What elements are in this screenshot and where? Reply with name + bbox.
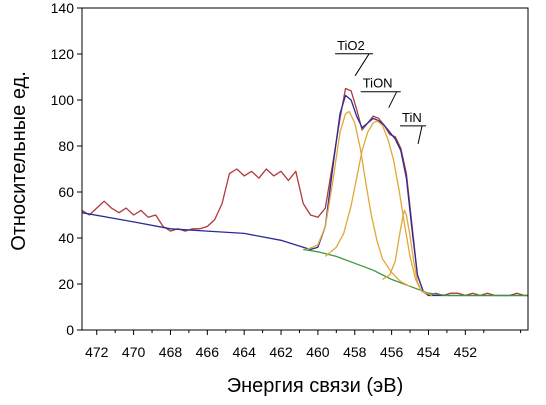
y-axis-title: Относительные ед. (8, 71, 30, 251)
y-tick-label: 80 (58, 138, 74, 154)
peak-leader-line (388, 91, 398, 108)
series-line-4 (306, 110, 411, 287)
x-tick-label: 458 (343, 344, 367, 360)
x-tick-label: 472 (85, 344, 109, 360)
y-tick-label: 100 (51, 92, 75, 108)
x-tick-label: 454 (417, 344, 441, 360)
series-line-1 (81, 87, 528, 297)
x-tick-label: 470 (122, 344, 146, 360)
series-layer (81, 87, 528, 297)
y-tick-label: 20 (58, 276, 74, 292)
series-line-5 (324, 120, 433, 297)
x-tick-label: 462 (269, 344, 293, 360)
x-tick-label: 452 (454, 344, 478, 360)
x-tick-label: 460 (306, 344, 330, 360)
x-tick-label: 464 (233, 344, 257, 360)
series-line-3 (303, 248, 528, 297)
peak-leader-line (417, 125, 423, 145)
annotation-layer: TiO2 TiON TiN (335, 38, 427, 145)
y-tick-label: 120 (51, 46, 75, 62)
peak-label: TiN (402, 110, 422, 125)
y-tick-label: 40 (58, 230, 74, 246)
x-axis-title: Энергия связи (эВ) (227, 375, 404, 397)
x-tick-label: 456 (380, 344, 404, 360)
tick-layer: 472 470 468 466 464 462 460 458 456 454 452 0 20 40 60… (51, 0, 522, 360)
series-line-6 (382, 209, 426, 294)
y-tick-label: 0 (66, 322, 74, 338)
y-tick-label: 60 (58, 184, 74, 200)
x-tick-label: 468 (159, 344, 183, 360)
peak-label: TiON (363, 76, 393, 91)
plot-frame (81, 7, 529, 331)
y-tick-label: 140 (51, 0, 75, 16)
series-line-2 (81, 94, 528, 297)
peak-label: TiO2 (337, 38, 365, 53)
peak-leader-line (354, 53, 370, 77)
x-tick-label: 466 (196, 344, 220, 360)
axes-frame (81, 7, 529, 331)
